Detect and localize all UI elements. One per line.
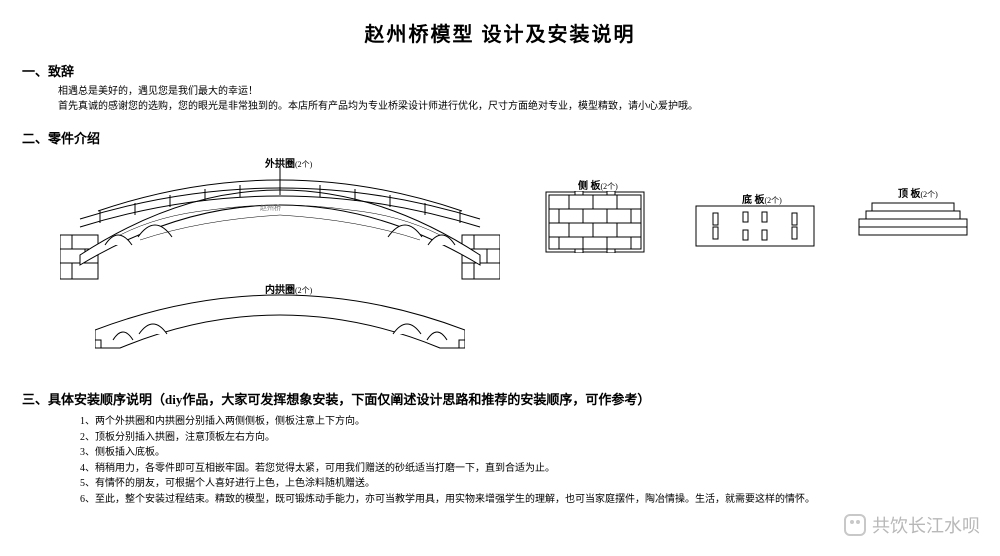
- bridge-name-text: 赵州桥: [260, 203, 281, 212]
- bottom-panel-diagram: [695, 205, 815, 247]
- page-title: 赵州桥模型 设计及安装说明: [0, 0, 1000, 47]
- section1-line: 相遇总是美好的，遇见您是我们最大的幸运！: [58, 84, 1000, 99]
- wechat-icon: [844, 514, 866, 536]
- section1-heading: 一、致辞: [22, 61, 1000, 80]
- step-item: 5、有情怀的朋友，可根据个人喜好进行上色，上色涂料随机赠送。: [80, 476, 1000, 492]
- label-bottom-panel: 底 板(2个): [742, 191, 782, 206]
- parts-diagram: 外拱圈(2个): [0, 155, 1000, 365]
- side-panel-diagram: [545, 191, 645, 253]
- step-item: 3、侧板插入底板。: [80, 445, 1000, 461]
- watermark-text: 共饮长江水呗: [872, 512, 980, 538]
- section3-heading: 三、具体安装顺序说明（diy作品，大家可发挥想象安装，下面仅阐述设计思路和推荐的…: [22, 389, 1000, 408]
- watermark: 共饮长江水呗: [844, 512, 980, 538]
- step-item: 4、稍稍用力，各零件即可互相嵌牢固。若您觉得太紧，可用我们赠送的砂纸适当打磨一下…: [80, 461, 1000, 477]
- inner-arch-diagram: [95, 290, 465, 360]
- label-top-panel: 顶 板(2个): [898, 185, 938, 200]
- section1-body: 相遇总是美好的，遇见您是我们最大的幸运！ 首先真诚的感谢您的选购，您的眼光是非常…: [58, 84, 1000, 114]
- top-panel-diagram: [858, 199, 968, 239]
- section1-line: 首先真诚的感谢您的选购，您的眼光是非常独到的。本店所有产品均为专业桥梁设计师进行…: [58, 99, 1000, 114]
- step-item: 2、顶板分别插入拱圈，注意顶板左右方向。: [80, 430, 1000, 446]
- assembly-steps: 1、两个外拱圈和内拱圈分别插入两侧侧板，侧板注意上下方向。 2、顶板分别插入拱圈…: [80, 414, 1000, 507]
- step-item: 1、两个外拱圈和内拱圈分别插入两侧侧板，侧板注意上下方向。: [80, 414, 1000, 430]
- outer-arch-diagram: 赵州桥: [60, 165, 500, 285]
- label-side-panel: 侧 板(2个): [578, 177, 618, 192]
- label-sub: (2个): [765, 196, 782, 205]
- label-sub: (2个): [921, 190, 938, 199]
- step-item: 6、至此，整个安装过程结束。精致的模型，既可锻炼动手能力，亦可当教学用具，用实物…: [80, 492, 1000, 508]
- label-sub: (2个): [601, 182, 618, 191]
- section2-heading: 二、零件介绍: [22, 128, 1000, 147]
